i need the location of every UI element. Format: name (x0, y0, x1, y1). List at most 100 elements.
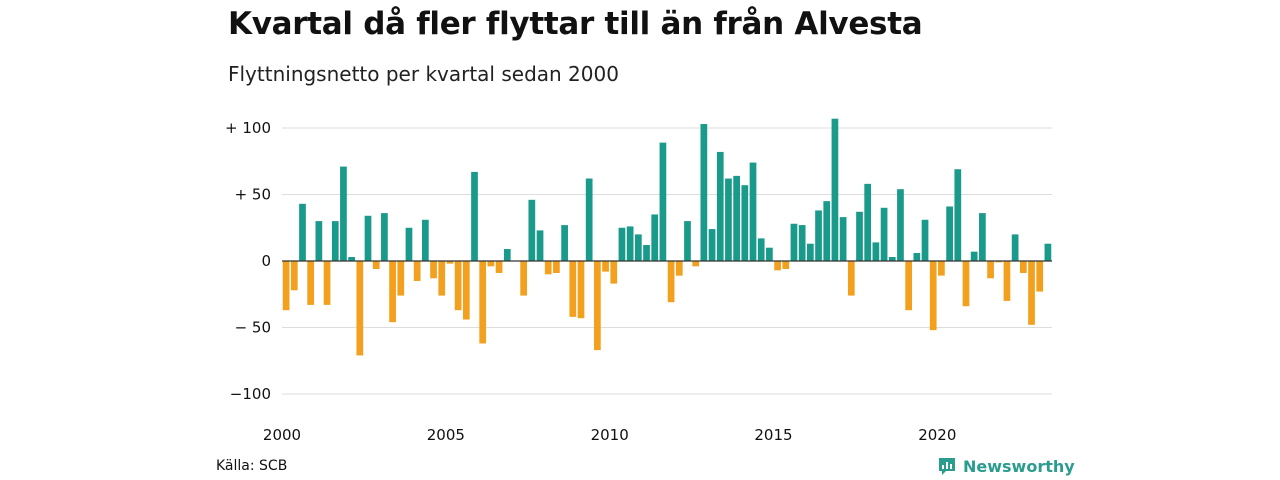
bar (700, 124, 708, 261)
x-axis-ticks: 2000 2005 2010 2015 2020 (263, 426, 957, 444)
bar (290, 261, 298, 291)
bar (954, 169, 962, 261)
x-tick-label: 2020 (918, 426, 956, 444)
bar (381, 213, 388, 261)
bar (995, 261, 1003, 263)
y-tick-label: + 100 (225, 119, 271, 137)
y-axis-ticks: + 100 + 50 0 − 50 −100 (225, 119, 271, 403)
x-tick-label: 2010 (591, 426, 629, 444)
bar (847, 261, 855, 296)
bars (282, 118, 1052, 356)
bar (282, 261, 290, 311)
x-tick-label: 2015 (754, 426, 792, 444)
bar (880, 207, 888, 261)
bar (962, 261, 970, 307)
bar (725, 178, 732, 261)
bar (553, 261, 560, 273)
bar (938, 261, 945, 276)
bar (667, 261, 675, 303)
bar (479, 261, 487, 344)
x-tick-label: 2000 (263, 426, 301, 444)
bar (569, 261, 577, 317)
bar (905, 261, 913, 311)
bar (782, 261, 790, 269)
bar (299, 203, 306, 261)
source-note: Källa: SCB (216, 458, 288, 474)
bar (766, 247, 773, 261)
newsworthy-logo[interactable]: Newsworthy (937, 456, 1075, 476)
y-tick-label: − 50 (235, 319, 271, 337)
bar (979, 213, 986, 261)
bar (692, 261, 700, 267)
bar (372, 261, 380, 269)
bar (610, 261, 618, 284)
bar (749, 162, 757, 261)
bar (987, 261, 994, 279)
bar (430, 261, 437, 279)
bar (397, 261, 405, 296)
bar (806, 243, 814, 261)
chart-subtitle: Flyttningsnetto per kvartal sedan 2000 (228, 62, 619, 86)
bar (446, 261, 454, 264)
gridlines (282, 127, 1052, 395)
bar (1028, 261, 1035, 325)
y-tick-label: −100 (230, 385, 271, 403)
bar (585, 178, 593, 261)
bar (929, 261, 937, 331)
bar (733, 175, 740, 261)
bar (438, 261, 446, 296)
bar (536, 230, 544, 261)
logo-text: Newsworthy (963, 456, 1075, 476)
bar (356, 261, 364, 356)
bar (659, 142, 667, 261)
bar (487, 261, 495, 267)
bar (946, 206, 953, 261)
bar (520, 261, 528, 296)
bar (888, 257, 896, 261)
bar (831, 118, 839, 261)
bar (774, 261, 781, 271)
bar (790, 223, 798, 261)
bar (495, 261, 503, 273)
chart-title: Kvartal då fler flyttar till än från Alv… (228, 6, 923, 42)
x-tick-label: 2005 (427, 426, 465, 444)
bar (897, 189, 904, 261)
bar (348, 257, 355, 261)
bar (634, 234, 642, 261)
bar (405, 227, 413, 261)
bar (1019, 261, 1027, 273)
bar (503, 249, 511, 261)
bar (856, 211, 863, 261)
bar (1011, 234, 1019, 261)
bar (872, 242, 880, 261)
bar (1036, 261, 1044, 292)
bar (741, 185, 749, 261)
bar (340, 166, 347, 261)
bar (544, 261, 552, 275)
bar (315, 221, 323, 261)
bar (561, 225, 568, 261)
bar (708, 229, 716, 261)
bar (462, 261, 470, 320)
bar (675, 261, 683, 276)
bar (798, 225, 806, 261)
y-tick-label: 0 (261, 252, 271, 270)
bar (1044, 243, 1052, 261)
bar (716, 151, 724, 261)
bar (921, 219, 929, 261)
bar (413, 261, 421, 281)
bar (364, 215, 372, 261)
y-tick-label: + 50 (235, 186, 271, 204)
bar (651, 214, 659, 261)
bar (643, 245, 650, 261)
bar (839, 217, 847, 261)
bar (757, 238, 765, 261)
bar (389, 261, 396, 323)
bar (454, 261, 462, 311)
bar (626, 226, 634, 261)
bar (823, 201, 831, 261)
bar (815, 210, 822, 261)
bar (913, 253, 921, 261)
newsworthy-icon (939, 458, 955, 475)
